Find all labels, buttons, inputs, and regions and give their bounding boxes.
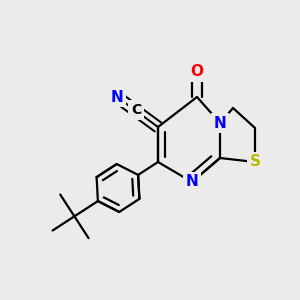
Text: S: S xyxy=(250,154,260,169)
Text: N: N xyxy=(111,89,123,104)
Text: N: N xyxy=(214,116,226,130)
Text: O: O xyxy=(190,64,203,80)
Text: N: N xyxy=(186,175,198,190)
Text: C: C xyxy=(131,103,141,117)
